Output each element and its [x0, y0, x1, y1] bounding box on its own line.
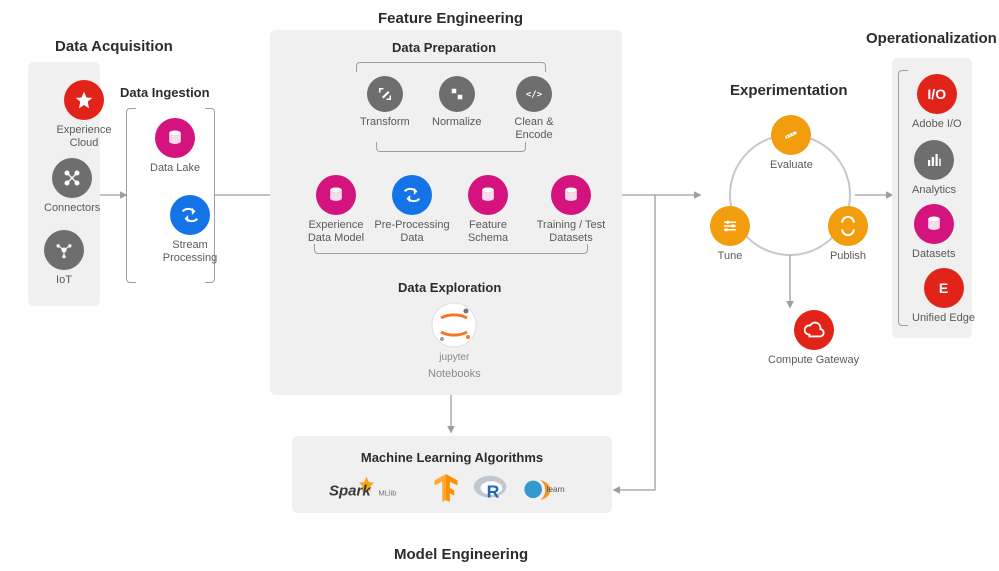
clean-encode-icon: </>: [516, 76, 552, 112]
node-unified-edge: E Unified Edge: [912, 268, 975, 325]
experience-cloud-icon: [64, 80, 104, 120]
svg-text:learn: learn: [547, 485, 565, 494]
label-clean: Clean & Encode: [504, 116, 564, 142]
svg-text:Spark: Spark: [329, 483, 371, 500]
label-edm: Experience Data Model: [296, 219, 376, 245]
node-adobe-io: I/O Adobe I/O: [912, 74, 962, 131]
bracket-ops-left: [898, 70, 908, 326]
node-train-test: Training / Test Datasets: [526, 175, 616, 245]
node-jupyter: jupyter Notebooks: [428, 302, 481, 381]
label-train-test: Training / Test Datasets: [526, 219, 616, 245]
title-data-prep: Data Preparation: [392, 40, 496, 55]
datasets-icon: [914, 204, 954, 244]
node-iot: IoT: [44, 230, 84, 287]
tune-icon: [710, 206, 750, 246]
node-preproc: Pre-Processing Data: [372, 175, 452, 245]
spark-mllib-logo: Spark MLlib: [329, 473, 419, 503]
stream-icon: [170, 195, 210, 235]
train-test-icon: [551, 175, 591, 215]
tensorflow-logo: [433, 474, 459, 502]
title-model-engineering: Model Engineering: [394, 546, 528, 563]
bracket-prep-top: [356, 62, 546, 72]
edm-icon: [316, 175, 356, 215]
edge-badge-text: E: [939, 280, 948, 296]
label-data-lake: Data Lake: [150, 162, 200, 175]
node-data-lake: Data Lake: [150, 118, 200, 175]
node-publish: Publish: [828, 206, 868, 263]
node-transform: Transform: [360, 76, 410, 129]
label-transform: Transform: [360, 116, 410, 129]
normalize-icon: [439, 76, 475, 112]
label-connectors: Connectors: [44, 202, 100, 215]
svg-text:</>: </>: [526, 90, 543, 100]
bracket-pipeline-bot: [314, 244, 588, 254]
label-preproc: Pre-Processing Data: [372, 219, 452, 245]
node-connectors: Connectors: [44, 158, 100, 215]
io-badge-text: I/O: [927, 86, 946, 102]
connectors-icon: [52, 158, 92, 198]
label-analytics: Analytics: [912, 184, 956, 197]
label-feature-schema: Feature Schema: [448, 219, 528, 245]
label-gateway: Compute Gateway: [768, 354, 859, 367]
compute-gateway-icon: [794, 310, 834, 350]
label-notebooks: Notebooks: [428, 368, 481, 381]
node-compute-gateway: Compute Gateway: [768, 310, 859, 367]
bracket-ingestion-left: [126, 108, 136, 283]
node-datasets: Datasets: [912, 204, 955, 261]
node-feature-schema: Feature Schema: [448, 175, 528, 245]
label-tune: Tune: [718, 250, 743, 263]
label-jupyter: jupyter: [439, 352, 469, 364]
publish-icon: [828, 206, 868, 246]
sklearn-logo: learn: [521, 474, 575, 502]
title-feature-engineering: Feature Engineering: [378, 10, 523, 27]
node-clean-encode: </> Clean & Encode: [504, 76, 564, 142]
evaluate-icon: [771, 115, 811, 155]
edge-icon: E: [924, 268, 964, 308]
iot-icon: [44, 230, 84, 270]
title-data-explore: Data Exploration: [398, 280, 501, 295]
node-stream-processing: Stream Processing: [150, 195, 230, 265]
label-publish: Publish: [830, 250, 866, 263]
preproc-icon: [392, 175, 432, 215]
feature-schema-icon: [468, 175, 508, 215]
node-normalize: Normalize: [432, 76, 482, 129]
label-normalize: Normalize: [432, 116, 482, 129]
r-logo: R: [473, 474, 507, 502]
label-datasets: Datasets: [912, 248, 955, 261]
title-operationalization: Operationalization: [866, 30, 997, 47]
label-stream: Stream Processing: [150, 239, 230, 265]
analytics-icon: [914, 140, 954, 180]
title-data-ingestion: Data Ingestion: [120, 85, 210, 100]
svg-text:MLlib: MLlib: [379, 489, 397, 498]
label-adobe-io: Adobe I/O: [912, 118, 962, 131]
node-analytics: Analytics: [912, 140, 956, 197]
node-experience-cloud: Experience Cloud: [44, 80, 124, 150]
label-experience-cloud: Experience Cloud: [44, 124, 124, 150]
node-edm: Experience Data Model: [296, 175, 376, 245]
title-ml-algos: Machine Learning Algorithms: [310, 450, 594, 465]
title-experimentation: Experimentation: [730, 82, 848, 99]
adobe-io-icon: I/O: [917, 74, 957, 114]
node-tune: Tune: [710, 206, 750, 263]
transform-icon: [367, 76, 403, 112]
panel-ml-algorithms: Machine Learning Algorithms Spark MLlib …: [292, 436, 612, 513]
label-evaluate: Evaluate: [770, 159, 813, 172]
data-lake-icon: [155, 118, 195, 158]
jupyter-icon: [431, 302, 477, 348]
bracket-prep-bot: [376, 142, 526, 152]
node-evaluate: Evaluate: [770, 115, 813, 172]
label-iot: IoT: [56, 274, 72, 287]
label-edge: Unified Edge: [912, 312, 975, 325]
title-data-acquisition: Data Acquisition: [55, 38, 173, 55]
svg-text:R: R: [487, 482, 500, 502]
